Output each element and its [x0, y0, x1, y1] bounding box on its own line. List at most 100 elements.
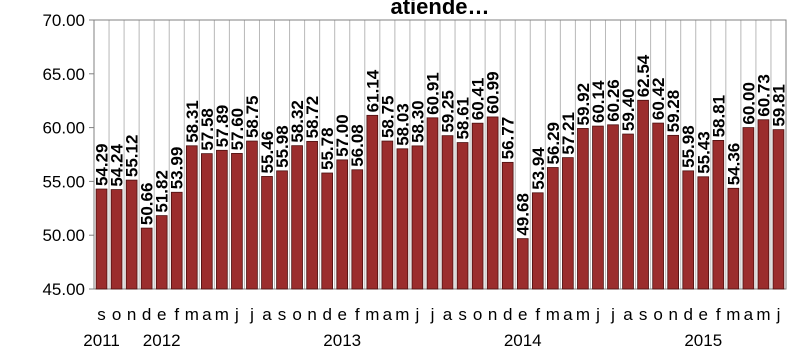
- x-tick-label: e: [699, 305, 708, 324]
- x-tick-label: o: [473, 305, 482, 324]
- bar: [757, 119, 770, 290]
- x-tick-label: e: [337, 305, 346, 324]
- bar: [246, 140, 258, 290]
- data-label: 61.14: [363, 69, 382, 112]
- x-tick-label: m: [365, 305, 379, 324]
- data-label: 58.75: [243, 96, 262, 139]
- bar: [516, 238, 529, 290]
- data-label: 57.00: [333, 114, 352, 157]
- x-tick-label: a: [623, 305, 633, 324]
- bar: [682, 170, 695, 290]
- x-tick-label: n: [307, 305, 316, 324]
- data-label: 55.78: [318, 127, 337, 170]
- x-tick-label: m: [185, 305, 199, 324]
- data-label: 58.31: [183, 100, 202, 143]
- bar: [231, 153, 243, 290]
- bar: [170, 191, 183, 290]
- data-label: 58.75: [378, 96, 397, 139]
- x-tick-label: j: [776, 305, 781, 324]
- x-tick-label: a: [202, 305, 212, 324]
- bar: [95, 188, 108, 290]
- x-tick-label: n: [488, 305, 497, 324]
- x-tick-label: m: [215, 305, 229, 324]
- y-tick-label: 60.00: [42, 119, 85, 138]
- chart-title: atiende…: [390, 0, 489, 19]
- bar: [155, 215, 168, 290]
- bar: [381, 140, 394, 290]
- x-tick-label: a: [744, 305, 754, 324]
- x-tick-label: j: [234, 305, 239, 324]
- x-tick-label: f: [355, 305, 360, 324]
- bar: [185, 145, 198, 290]
- bar: [351, 169, 364, 290]
- bar: [276, 170, 288, 290]
- x-tick-label: m: [546, 305, 560, 324]
- data-label: 58.81: [709, 95, 728, 138]
- data-label: 55.98: [679, 125, 698, 168]
- data-label: 58.30: [408, 100, 427, 143]
- x-tick-label: e: [157, 305, 166, 324]
- data-label: 57.60: [228, 108, 247, 151]
- y-tick-label: 50.00: [42, 226, 85, 245]
- data-label: 60.41: [469, 78, 488, 121]
- bar: [652, 122, 664, 290]
- x-tick-label: o: [112, 305, 121, 324]
- x-tick-label: a: [563, 305, 573, 324]
- bar: [366, 114, 379, 290]
- data-label: 60.42: [649, 78, 668, 121]
- data-label: 59.81: [769, 84, 788, 127]
- data-label: 57.89: [213, 105, 232, 148]
- data-label: 62.54: [634, 54, 653, 97]
- bar: [396, 148, 409, 290]
- bar: [697, 176, 710, 290]
- y-tick-label: 70.00: [42, 11, 85, 30]
- x-tick-label: d: [142, 305, 151, 324]
- x-tick-label: j: [430, 305, 435, 324]
- x-year-label: 2013: [323, 331, 361, 350]
- data-label: 55.46: [258, 131, 277, 174]
- data-label: 57.21: [559, 112, 578, 155]
- data-label: 53.99: [168, 147, 187, 190]
- x-tick-label: d: [503, 305, 512, 324]
- x-tick-label: a: [383, 305, 393, 324]
- data-label: 54.36: [724, 143, 743, 186]
- bar: [261, 176, 273, 290]
- x-tick-label: s: [639, 305, 648, 324]
- plot-area-border: [93, 19, 787, 290]
- x-tick-label: n: [668, 305, 677, 324]
- x-tick-label: f: [174, 305, 179, 324]
- bar: [742, 127, 755, 290]
- data-label: 58.72: [303, 96, 322, 139]
- bar: [637, 99, 649, 290]
- x-tick-label: j: [610, 305, 615, 324]
- x-tick-label: d: [683, 305, 692, 324]
- x-tick-label: j: [249, 305, 254, 324]
- bar: [336, 159, 349, 290]
- bar: [321, 172, 333, 290]
- data-label: 60.73: [754, 74, 773, 117]
- bar: [531, 192, 544, 290]
- x-tick-label: f: [716, 305, 721, 324]
- data-label: 51.82: [153, 170, 172, 213]
- data-label: 59.40: [619, 89, 638, 132]
- bar: [622, 133, 634, 290]
- data-label: 60.00: [739, 82, 758, 125]
- bar: [501, 161, 514, 290]
- x-tick-label: d: [322, 305, 331, 324]
- bar: [547, 167, 559, 290]
- x-tick-label: s: [458, 305, 467, 324]
- data-label: 56.08: [348, 124, 367, 167]
- data-label: 55.43: [694, 131, 713, 174]
- x-tick-label: m: [726, 305, 740, 324]
- data-label: 49.68: [514, 193, 533, 236]
- data-label: 60.14: [589, 80, 608, 123]
- x-year-label: 2011: [83, 331, 120, 350]
- data-label: 59.92: [574, 83, 593, 126]
- data-label: 55.98: [273, 125, 292, 168]
- bar: [562, 157, 574, 290]
- x-tick-label: o: [292, 305, 301, 324]
- x-tick-label: a: [443, 305, 453, 324]
- x-year-label: 2014: [504, 331, 542, 350]
- x-tick-label: m: [576, 305, 590, 324]
